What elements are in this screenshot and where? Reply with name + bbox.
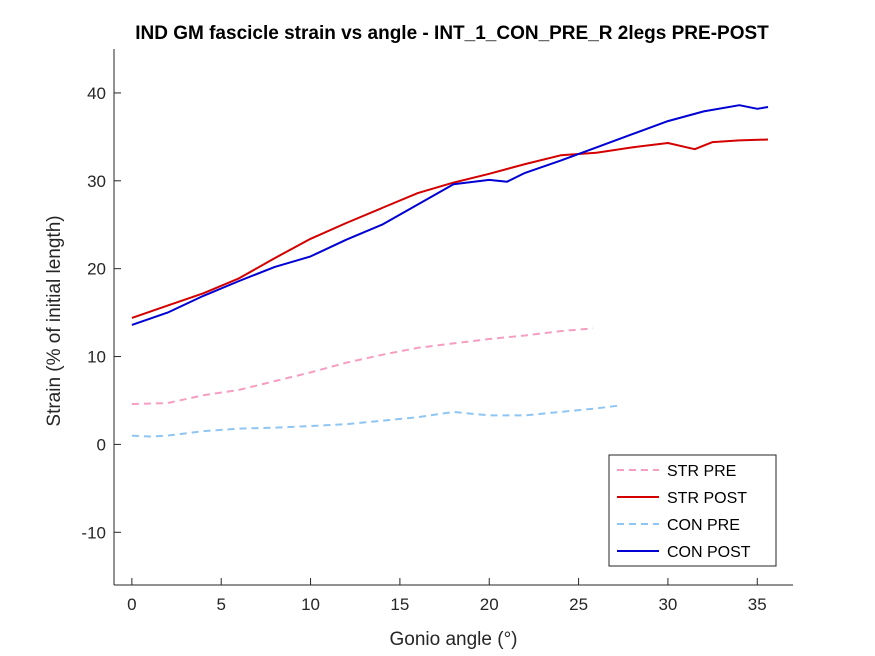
x-tick-label: 15 [390,595,409,614]
x-tick-label: 35 [748,595,767,614]
y-tick-label: 30 [87,172,106,191]
legend-box [608,454,777,567]
x-tick-label: 20 [480,595,499,614]
y-tick-label: 0 [97,435,106,454]
x-tick-label: 30 [658,595,677,614]
series-line-con-post [131,104,769,326]
legend-label-str-pre: STR PRE [667,463,736,480]
y-tick-label: 20 [87,260,106,279]
legend-label-str-post: STR POST [667,490,747,507]
x-tick-label: 5 [216,595,225,614]
legend: STR PRE STR POST CON PRE CON POST [608,454,777,567]
y-tick-label: -10 [81,523,106,542]
y-tick-label: 40 [87,84,106,103]
series-line-str-pre [131,327,593,405]
legend-label-con-pre: CON PRE [667,517,740,534]
x-tick-label: 10 [301,595,320,614]
y-tick-label: 10 [87,348,106,367]
series-layer [131,104,769,438]
x-tick-label: 25 [569,595,588,614]
axes-layer: 0 5 10 15 20 25 30 35 -10 0 10 20 30 40 [81,49,793,614]
series-line-str-post [131,138,769,319]
x-axis-label: Gonio angle (°) [390,629,518,650]
y-axis-label: Strain (% of initial length) [44,215,65,426]
x-tick-label: 0 [127,595,136,614]
chart-title: IND GM fascicle strain vs angle - INT_1_… [135,23,769,44]
legend-label-con-post: CON POST [667,544,751,561]
